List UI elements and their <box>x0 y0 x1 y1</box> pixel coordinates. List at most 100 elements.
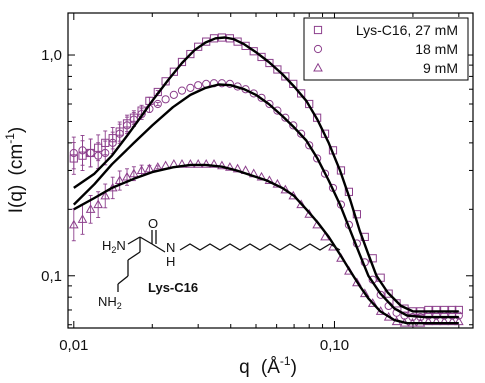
y-axis-unit-exp: -1 <box>3 133 17 144</box>
triangle-marker <box>77 214 88 223</box>
circle-marker <box>153 99 162 109</box>
square-marker <box>454 305 463 315</box>
bond <box>127 251 141 261</box>
fit-curve <box>73 36 459 313</box>
triangle-marker <box>185 159 196 168</box>
circle-marker <box>320 169 330 178</box>
circle-marker <box>94 151 103 160</box>
square-marker <box>432 305 441 315</box>
square-marker <box>115 127 124 136</box>
triangle-marker <box>129 168 139 178</box>
square-marker <box>153 87 162 97</box>
y-tick-label: 1,0 <box>41 47 62 64</box>
triangle-marker <box>225 162 235 171</box>
circle-marker <box>186 83 195 92</box>
triangle-marker <box>144 163 155 173</box>
square-marker <box>384 289 393 298</box>
axis-ticks <box>68 13 473 328</box>
triangle-marker <box>136 165 147 174</box>
legend-box <box>303 17 469 81</box>
alkyl-chain <box>179 243 341 251</box>
triangle-marker <box>201 159 212 168</box>
bond <box>117 275 129 285</box>
bond <box>151 243 166 253</box>
fit-curve <box>72 83 459 319</box>
square-marker <box>108 134 117 143</box>
triangle-marker <box>359 288 370 298</box>
y-axis-title: I(q) (cm-1) <box>3 127 27 213</box>
circle-marker <box>217 79 227 88</box>
circle-marker <box>289 121 298 130</box>
circle-marker <box>115 129 124 138</box>
circle-marker <box>177 86 187 95</box>
molecule-inset <box>117 230 341 292</box>
square-marker <box>169 67 178 76</box>
bond <box>139 236 153 245</box>
circle-marker <box>249 89 258 98</box>
circle-marker <box>376 290 385 299</box>
circle-marker <box>257 93 266 102</box>
legend-label: Lys-C16, 27 mM <box>356 22 458 38</box>
triangle-marker <box>100 190 111 200</box>
bond <box>127 236 141 245</box>
square-marker <box>257 52 266 62</box>
triangle-marker <box>439 316 450 326</box>
square-marker <box>265 58 274 68</box>
y-axis-unit-close: ) <box>6 127 27 133</box>
circle-marker <box>194 81 203 90</box>
circle-marker <box>297 129 306 138</box>
triangle-marker <box>423 316 434 326</box>
circle-marker <box>454 311 463 320</box>
x-tick-label: 0,01 <box>59 337 88 354</box>
square-marker <box>289 79 298 88</box>
square-marker <box>297 89 306 98</box>
legend: Lys-C16, 27 mM 18 mM 9 mM <box>303 17 469 81</box>
x-axis-title: q (Å-1) <box>239 354 297 378</box>
circle-marker <box>122 121 132 130</box>
triangle-marker <box>68 219 79 229</box>
circle-marker <box>273 106 282 115</box>
legend-marker-circle <box>313 44 323 54</box>
square-marker <box>424 305 433 315</box>
y-axis-unit-open: (cm <box>6 144 27 176</box>
atom-nh2: NH2 <box>98 294 122 311</box>
circle-marker <box>161 95 170 104</box>
triangle-marker <box>85 204 96 213</box>
circle-marker <box>78 146 87 155</box>
legend-marker-square <box>313 25 323 35</box>
square-marker <box>440 305 449 315</box>
triangle-marker <box>352 277 362 287</box>
triangle-marker <box>209 159 219 168</box>
x-tick-label: 0,10 <box>320 337 349 354</box>
circle-marker <box>169 90 178 99</box>
circle-marker <box>281 113 290 122</box>
x-axis-unit-exp: -1 <box>280 354 291 368</box>
legend-marker-triangle <box>313 62 323 72</box>
square-marker <box>122 119 132 128</box>
legend-items: Lys-C16, 27 mM 18 mM 9 mM <box>313 22 458 76</box>
y-tick-label: 0,1 <box>41 268 62 285</box>
series-circle <box>69 79 463 322</box>
triangle-marker <box>296 199 306 209</box>
square-marker <box>78 151 87 160</box>
square-marker <box>186 49 195 59</box>
square-marker <box>249 47 258 56</box>
data-markers <box>68 33 464 327</box>
square-marker <box>241 41 250 50</box>
circle-marker <box>265 99 274 109</box>
legend-label: 9 mM <box>423 60 458 76</box>
circle-marker <box>69 148 78 158</box>
triangle-marker <box>193 159 204 168</box>
x-axis-unit-open: (Å <box>261 357 280 378</box>
atom-n: N <box>166 240 175 255</box>
legend-label: 18 mM <box>415 41 458 57</box>
square-marker <box>69 154 78 163</box>
atom-h: H <box>166 254 175 269</box>
atom-h2n: H2N <box>102 238 126 255</box>
atom-o: O <box>148 216 158 231</box>
triangle-marker <box>367 298 378 307</box>
triangle-marker <box>447 316 458 326</box>
x-axis-main: q <box>239 357 250 378</box>
fit-curves <box>72 36 459 325</box>
